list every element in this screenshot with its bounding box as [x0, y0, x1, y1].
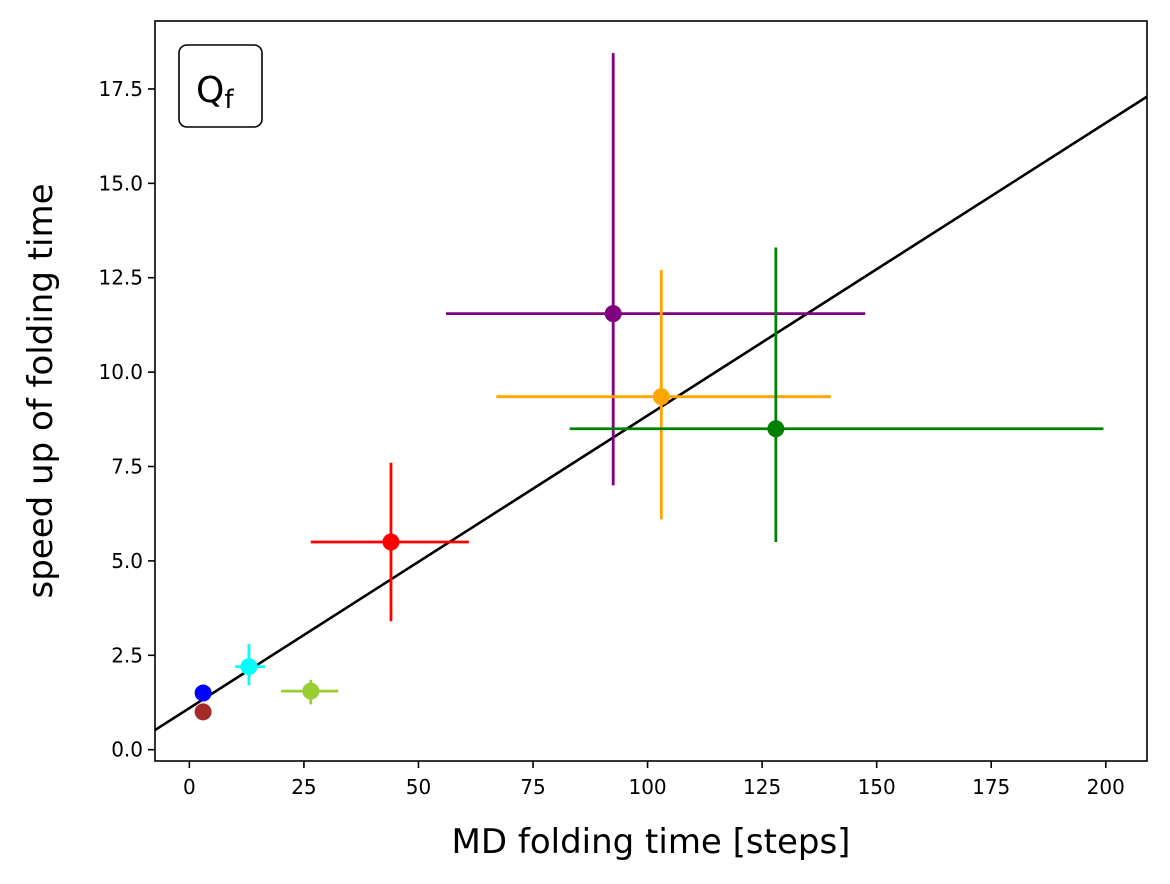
data-point: [194, 703, 212, 721]
x-tick-label: 125: [743, 775, 781, 799]
annotation-badge: Qf: [178, 44, 263, 128]
data-point-group: [445, 53, 866, 486]
annotation-text: Q: [196, 70, 224, 111]
y-tick-label: 10.0: [98, 360, 143, 384]
data-point-group: [310, 462, 469, 622]
y-axis-label: speed up of folding time: [21, 183, 61, 598]
data-point-group: [194, 703, 212, 721]
x-tick-label: 150: [858, 775, 896, 799]
data-point-group: [281, 679, 339, 705]
data-point-group: [569, 247, 1104, 543]
y-tick-label: 5.0: [111, 549, 143, 573]
x-tick-label: 100: [628, 775, 666, 799]
y-tick-label: 0.0: [111, 738, 143, 762]
x-axis-label: MD folding time [steps]: [452, 822, 851, 862]
svg-text:Qf: Qf: [196, 70, 234, 115]
x-tick-label: 25: [291, 775, 316, 799]
x-tick-label: 50: [406, 775, 431, 799]
data-point: [240, 658, 258, 676]
plot-frame: [154, 20, 1148, 762]
data-point: [767, 420, 785, 438]
fit-line: [154, 95, 1148, 732]
y-tick-label: 15.0: [98, 171, 143, 195]
x-tick-label: 175: [972, 775, 1010, 799]
data-point-group: [194, 684, 212, 702]
y-tick-label: 17.5: [98, 77, 143, 101]
data-point: [604, 305, 622, 323]
annotation-subscript: f: [224, 85, 234, 115]
data-point: [382, 533, 400, 551]
x-tick-label: 200: [1087, 775, 1125, 799]
x-tick-label: 0: [183, 775, 196, 799]
y-tick-label: 7.5: [111, 455, 143, 479]
data-point: [302, 682, 320, 700]
data-point: [194, 684, 212, 702]
x-tick-label: 75: [520, 775, 545, 799]
plot-background: [155, 21, 1147, 761]
y-tick-label: 2.5: [111, 643, 143, 667]
data-point: [652, 388, 670, 406]
y-tick-label: 12.5: [98, 266, 143, 290]
data-point-group: [235, 643, 265, 686]
